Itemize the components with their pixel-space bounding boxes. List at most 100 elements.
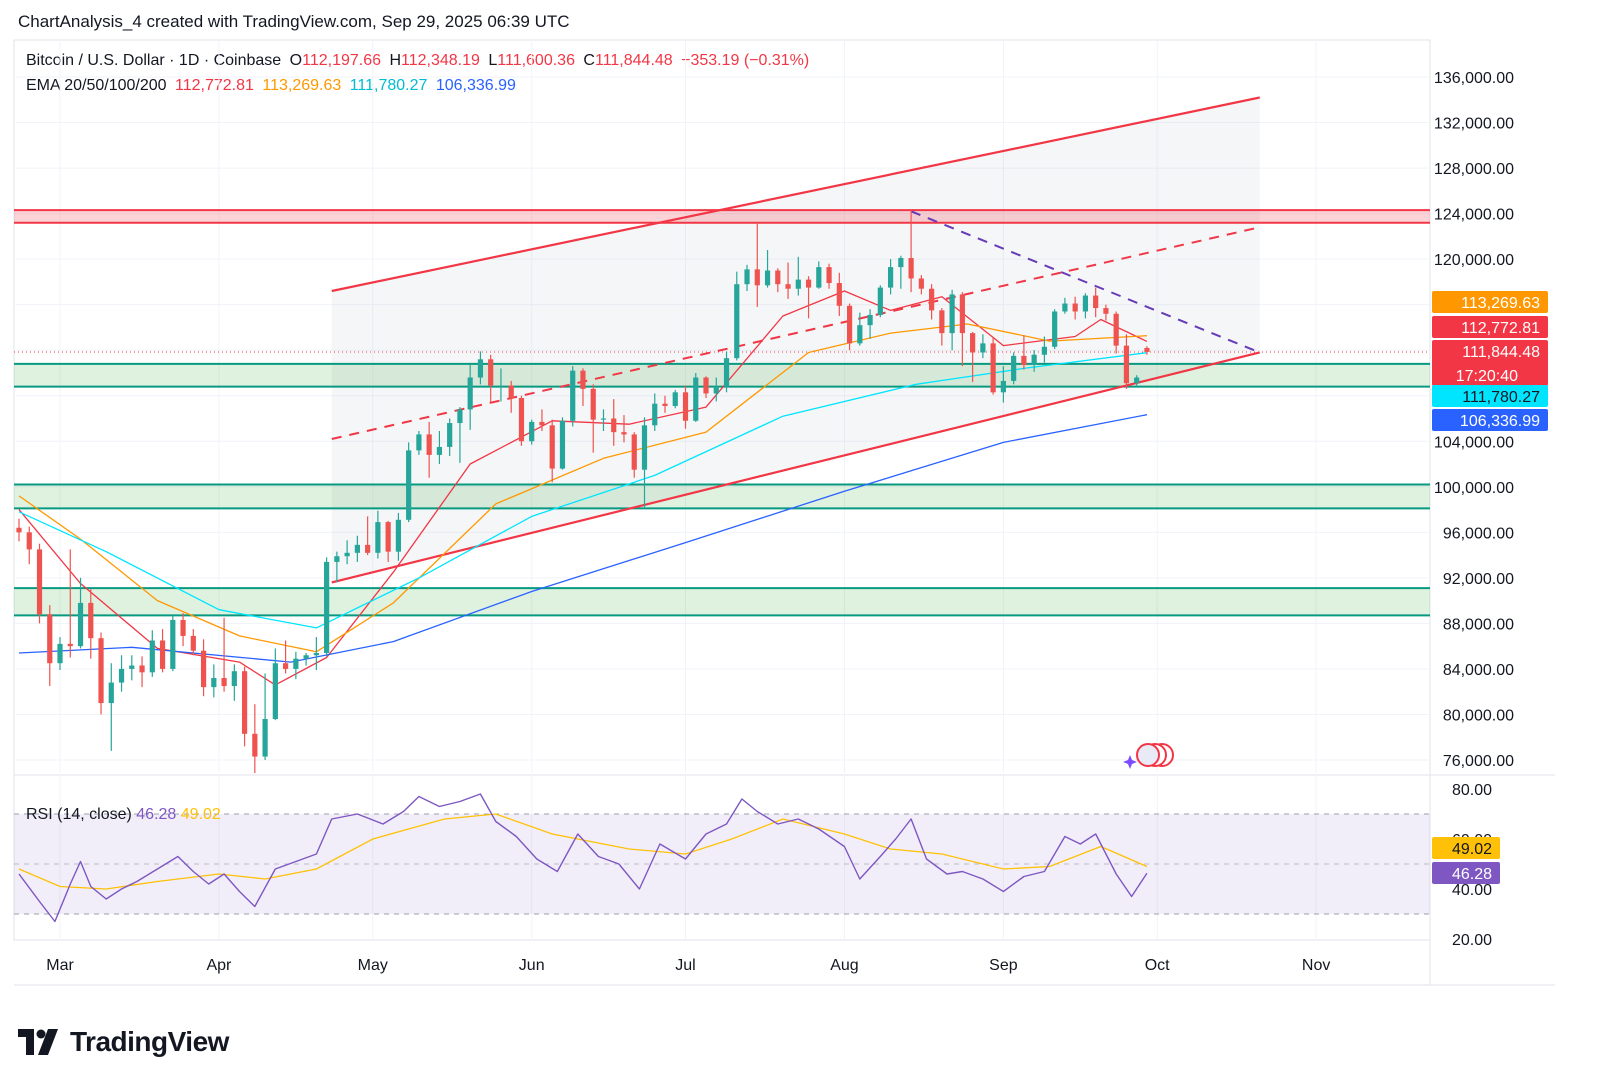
- candle-body: [118, 668, 125, 683]
- zone-resistance: [14, 210, 1430, 223]
- candle-body: [703, 377, 709, 394]
- candle-body: [365, 544, 371, 553]
- price-badge-bg: [1432, 340, 1548, 386]
- price-badge: 106,336.99: [1432, 409, 1548, 431]
- candle: [47, 605, 53, 686]
- channel-upper-line: [331, 96, 1260, 293]
- price-chart[interactable]: 136,000.00 132,000.00 128,000.00 124,000.00…: [0, 0, 1600, 1010]
- candle-body: [47, 614, 53, 664]
- candle-body: [754, 269, 760, 286]
- candle: [867, 309, 873, 339]
- rsi-badge-bg: [1432, 837, 1500, 859]
- candle: [682, 385, 689, 429]
- candle: [703, 376, 709, 399]
- close-value: 111,844.48: [594, 52, 673, 69]
- candle: [447, 418, 453, 457]
- candle: [559, 417, 566, 470]
- candle: [1072, 296, 1078, 320]
- candle-body: [805, 279, 812, 288]
- candle: [252, 704, 258, 773]
- candle: [406, 442, 412, 523]
- open-label: O: [289, 52, 303, 69]
- candle-body: [908, 257, 914, 279]
- candle: [241, 666, 248, 747]
- price-badge-bg: [1432, 385, 1548, 407]
- candle: [344, 540, 350, 565]
- candle: [795, 256, 801, 296]
- candle-body: [1123, 345, 1130, 384]
- candle: [508, 380, 514, 413]
- candle-body: [221, 678, 227, 686]
- candle: [1000, 366, 1006, 403]
- price-badge: 111,844.48 17:20:40: [1432, 340, 1548, 386]
- price-badge: 112,772.81: [1432, 316, 1548, 338]
- channel-mid-line: [331, 226, 1260, 440]
- time-tick-label: May: [358, 957, 388, 974]
- price-tick-label: 76,000.00: [1443, 753, 1514, 770]
- candle: [580, 368, 586, 406]
- candle-body: [1000, 380, 1006, 393]
- rsi-badge-label: 49.02: [1452, 841, 1492, 858]
- candle: [805, 276, 812, 319]
- candle: [918, 275, 924, 295]
- candle-body: [139, 665, 145, 673]
- sparkle-icon: [1123, 755, 1137, 769]
- candle: [590, 384, 596, 453]
- ema50-value: 113,269.63: [262, 77, 342, 94]
- rsi-badge: 46.28: [1432, 862, 1500, 884]
- rsi-line: [18, 793, 1148, 923]
- candle-body: [272, 663, 278, 720]
- candle-body: [488, 359, 494, 386]
- candle-body: [1134, 377, 1140, 384]
- candle-body: [549, 425, 555, 469]
- legend-open: O112,197.66: [290, 52, 381, 69]
- candle-body: [283, 663, 289, 669]
- candle: [272, 648, 278, 721]
- low-value: 111,600.36: [497, 52, 575, 69]
- candle-body: [652, 403, 658, 426]
- price-badge-bg: [1432, 409, 1548, 431]
- candle-body: [570, 370, 576, 421]
- price-badge-label: 106,336.99: [1460, 413, 1540, 430]
- candle-body: [262, 719, 268, 757]
- close-label: C: [583, 52, 595, 69]
- candle: [970, 331, 976, 383]
- candle-body: [641, 425, 648, 470]
- candle: [375, 510, 381, 559]
- price-tick-label: 132,000.00: [1434, 116, 1514, 133]
- zone-support: [14, 588, 1430, 616]
- candle: [980, 334, 986, 359]
- candle: [77, 577, 84, 649]
- candle: [621, 415, 627, 443]
- candle-body: [252, 733, 258, 757]
- candle-body: [744, 269, 750, 285]
- price-tick-label: 80,000.00: [1443, 707, 1514, 724]
- candle: [293, 651, 299, 680]
- candle-body: [1072, 303, 1078, 312]
- candle: [959, 292, 965, 367]
- price-tick-label: 100,000.00: [1434, 480, 1514, 497]
- candle-body: [723, 358, 730, 387]
- candle: [354, 535, 360, 562]
- candle: [877, 285, 883, 318]
- time-tick-label: Jun: [519, 957, 545, 974]
- candle: [149, 630, 155, 677]
- candle-body: [1082, 295, 1089, 312]
- time-tick-label: Nov: [1302, 957, 1330, 974]
- candle: [170, 615, 176, 672]
- candle: [26, 526, 32, 565]
- candle: [539, 409, 545, 432]
- candle: [1103, 304, 1109, 321]
- tradingview-logo[interactable]: TradingView: [18, 1026, 229, 1058]
- candle-body: [590, 388, 596, 420]
- candle: [231, 664, 237, 701]
- candle-body: [1062, 303, 1068, 312]
- candle-body: [580, 370, 586, 389]
- price-tick-label: 124,000.00: [1434, 207, 1514, 224]
- rsi-legend: RSI (14, close) 46.28 49.02: [26, 806, 221, 824]
- ema200-line: [18, 414, 1148, 663]
- candle-body: [631, 434, 637, 470]
- zone-support: [14, 484, 1430, 509]
- candle: [303, 652, 309, 666]
- candle-body: [898, 257, 904, 268]
